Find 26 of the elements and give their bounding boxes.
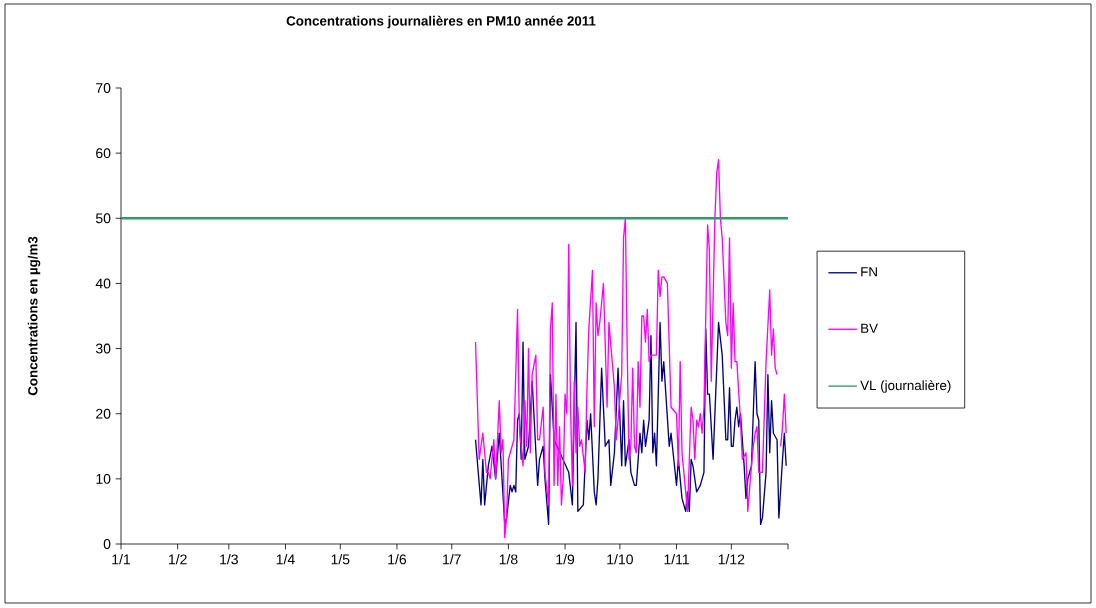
x-tick-label: 1/11 — [664, 554, 689, 565]
y-axis-title: Concentrations en µg/m3 — [27, 236, 41, 396]
x-tick-label: 1/3 — [220, 554, 238, 565]
x-tick-label: 1/7 — [443, 554, 461, 565]
chart-title: Concentrations journalières en PM10 année 2011 — [286, 15, 596, 29]
y-tick-label: 60 — [96, 148, 111, 159]
x-tick-label: 1/9 — [556, 554, 575, 565]
x-tick-label: 1/10 — [607, 554, 633, 565]
x-tick-label: 1/2 — [168, 554, 187, 565]
legend-label: FN — [861, 267, 877, 277]
legend-label: BV — [861, 323, 878, 333]
y-tick-label: 20 — [96, 408, 111, 419]
x-tick-label: 1/8 — [499, 554, 518, 565]
x-tick-label: 1/1 — [112, 554, 131, 565]
y-tick-label: 40 — [95, 278, 111, 289]
y-tick-label: 30 — [95, 343, 111, 354]
x-tick-label: 1/6 — [388, 554, 407, 565]
y-tick-label: 70 — [96, 83, 111, 93]
x-tick-label: 1/12 — [718, 554, 745, 565]
x-tick-label: 1/5 — [331, 554, 350, 565]
y-tick-label: 50 — [95, 213, 111, 224]
line-series — [474, 321, 787, 526]
x-tick-label: 1/4 — [276, 554, 295, 565]
y-tick-label: 0 — [103, 539, 111, 549]
legend-label: VL (journalière) — [860, 380, 951, 393]
y-tick-label: 10 — [96, 473, 111, 484]
